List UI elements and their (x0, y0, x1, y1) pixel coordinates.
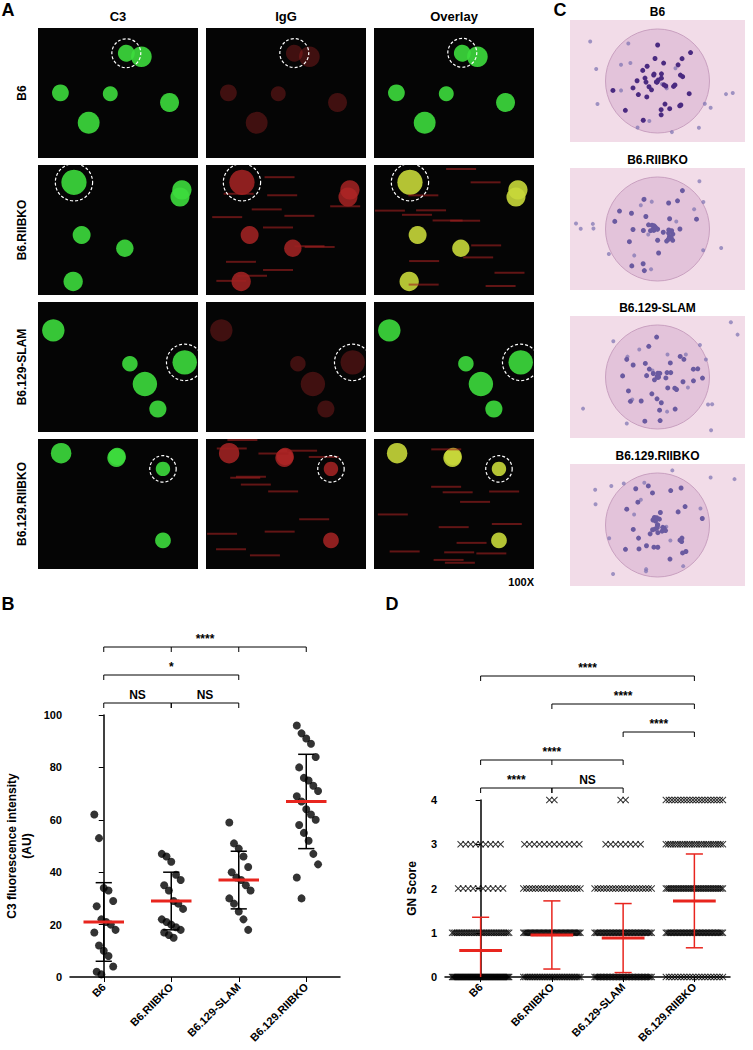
svg-text:****: **** (578, 661, 597, 675)
svg-text:*: * (169, 660, 174, 674)
svg-text:B: B (2, 594, 15, 614)
svg-text:B6: B6 (15, 85, 29, 101)
svg-text:B6: B6 (650, 5, 666, 19)
svg-text:B6.129-SLAM: B6.129-SLAM (15, 329, 29, 406)
svg-text:****: **** (196, 632, 215, 646)
svg-text:B6.129.RIIBKO: B6.129.RIIBKO (248, 980, 311, 1043)
svg-text:4: 4 (431, 794, 438, 806)
svg-text:GN Score: GN Score (405, 861, 419, 916)
svg-text:****: **** (614, 689, 633, 703)
svg-text:B6.129.RIIBKO: B6.129.RIIBKO (615, 449, 699, 463)
svg-text:0: 0 (431, 971, 437, 983)
svg-text:****: **** (543, 745, 562, 759)
svg-text:B6.129.RIIBKO: B6.129.RIIBKO (636, 980, 699, 1043)
svg-text:60: 60 (50, 814, 62, 826)
svg-text:B6.RIIBKO: B6.RIIBKO (627, 153, 688, 167)
svg-text:80: 80 (50, 761, 62, 773)
svg-text:20: 20 (50, 919, 62, 931)
svg-text:B6: B6 (90, 981, 108, 999)
svg-text:C: C (554, 0, 567, 20)
svg-text:NS: NS (129, 688, 146, 702)
svg-text:B6.RIIBKO: B6.RIIBKO (128, 980, 176, 1028)
svg-text:B6.RIIBKO: B6.RIIBKO (15, 200, 29, 261)
svg-text:NS: NS (197, 688, 214, 702)
svg-text:C3: C3 (110, 9, 127, 24)
svg-text:0: 0 (56, 971, 62, 983)
svg-text:100X: 100X (508, 576, 534, 588)
svg-text:D: D (386, 594, 399, 614)
svg-text:100: 100 (44, 709, 62, 721)
svg-text:3: 3 (431, 838, 437, 850)
svg-text:40: 40 (50, 866, 62, 878)
svg-text:Overlay: Overlay (430, 9, 478, 24)
svg-text:B6.129.RIIBKO: B6.129.RIIBKO (15, 462, 29, 546)
svg-text:(AU): (AU) (20, 833, 34, 858)
svg-text:2: 2 (431, 883, 437, 895)
svg-text:B6.129-SLAM: B6.129-SLAM (569, 981, 627, 1039)
svg-text:NS: NS (579, 773, 596, 787)
svg-text:IgG: IgG (275, 9, 297, 24)
svg-text:B6.129-SLAM: B6.129-SLAM (185, 981, 243, 1039)
svg-text:B6.129-SLAM: B6.129-SLAM (619, 301, 696, 315)
svg-text:****: **** (507, 773, 526, 787)
svg-text:1: 1 (431, 927, 437, 939)
svg-text:B6.RIIBKO: B6.RIIBKO (508, 980, 556, 1028)
svg-text:C3 fluorescence intensity: C3 fluorescence intensity (5, 773, 19, 919)
svg-text:B6: B6 (466, 981, 484, 999)
svg-text:A: A (2, 0, 15, 20)
svg-text:****: **** (649, 717, 668, 731)
